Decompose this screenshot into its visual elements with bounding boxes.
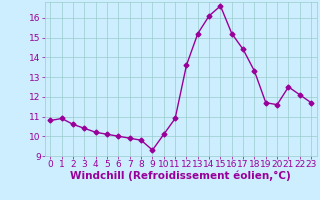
X-axis label: Windchill (Refroidissement éolien,°C): Windchill (Refroidissement éolien,°C) xyxy=(70,171,291,181)
